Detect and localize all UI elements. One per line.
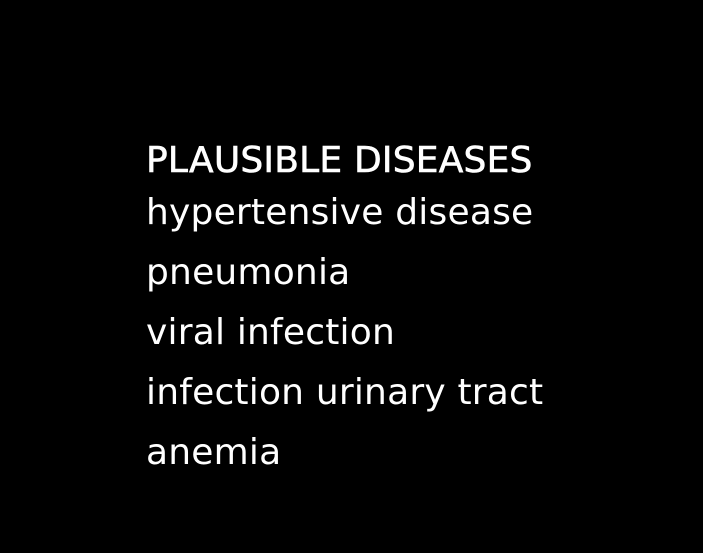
disease-item-anemia: anemia xyxy=(146,432,282,473)
disease-list: hypertensive disease pneumonia viral inf… xyxy=(146,183,543,483)
disease-item-infection-urinary-tract: infection urinary tract xyxy=(146,372,544,413)
diseases-section: PLAUSIBLE DISEASES hypertensive disease … xyxy=(146,139,543,483)
disease-item-viral-infection: viral infection xyxy=(146,312,396,353)
disease-item-hypertensive-disease: hypertensive disease xyxy=(146,192,534,233)
disease-item-pneumonia: pneumonia xyxy=(146,252,351,293)
section-title: PLAUSIBLE DISEASES xyxy=(146,140,533,182)
